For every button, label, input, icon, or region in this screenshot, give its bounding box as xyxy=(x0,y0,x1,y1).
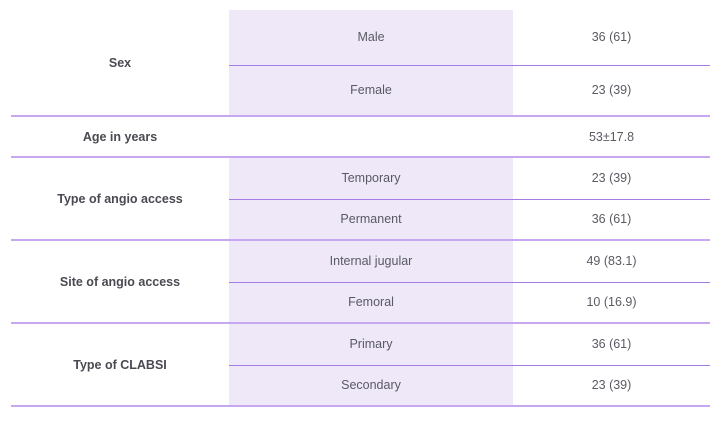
sub-label: Male xyxy=(229,10,513,66)
sub-label: Permanent xyxy=(229,199,513,241)
group-label: Site of angio access xyxy=(11,240,229,324)
demographics-table: Sex Male 36 (61) Female 23 (39) Age in y… xyxy=(11,10,710,407)
group-label: Type of CLABSI xyxy=(11,323,229,407)
sub-label: Female xyxy=(229,65,513,117)
sub-label: Femoral xyxy=(229,282,513,324)
value-cell: 49 (83.1) xyxy=(513,240,710,283)
table-row: Female 23 (39) xyxy=(11,65,710,117)
group-label: Type of angio access xyxy=(11,157,229,241)
sub-label: Secondary xyxy=(229,365,513,407)
value-cell: 36 (61) xyxy=(513,10,710,66)
group-label: Age in years xyxy=(11,116,229,158)
table-row: Sex Male 36 (61) xyxy=(11,10,710,117)
table-row: Site of angio access Internal jugular 49… xyxy=(11,240,710,324)
table-row: Femoral 10 (16.9) xyxy=(11,282,710,324)
value-cell: 36 (61) xyxy=(513,323,710,366)
value-cell: 53±17.8 xyxy=(513,116,710,158)
value-cell: 23 (39) xyxy=(513,365,710,407)
sub-label: Primary xyxy=(229,323,513,366)
table-row: Age in years 53±17.8 xyxy=(11,116,710,158)
group-label: Sex xyxy=(11,10,229,117)
value-cell: 36 (61) xyxy=(513,199,710,241)
value-cell: 23 (39) xyxy=(513,157,710,200)
table-row: Type of CLABSI Primary 36 (61) xyxy=(11,323,710,407)
sub-label xyxy=(229,116,513,158)
table-row: Secondary 23 (39) xyxy=(11,365,710,407)
sub-label: Temporary xyxy=(229,157,513,200)
table-row: Type of angio access Temporary 23 (39) xyxy=(11,157,710,241)
value-cell: 23 (39) xyxy=(513,65,710,117)
table-row: Permanent 36 (61) xyxy=(11,199,710,241)
value-cell: 10 (16.9) xyxy=(513,282,710,324)
sub-label: Internal jugular xyxy=(229,240,513,283)
